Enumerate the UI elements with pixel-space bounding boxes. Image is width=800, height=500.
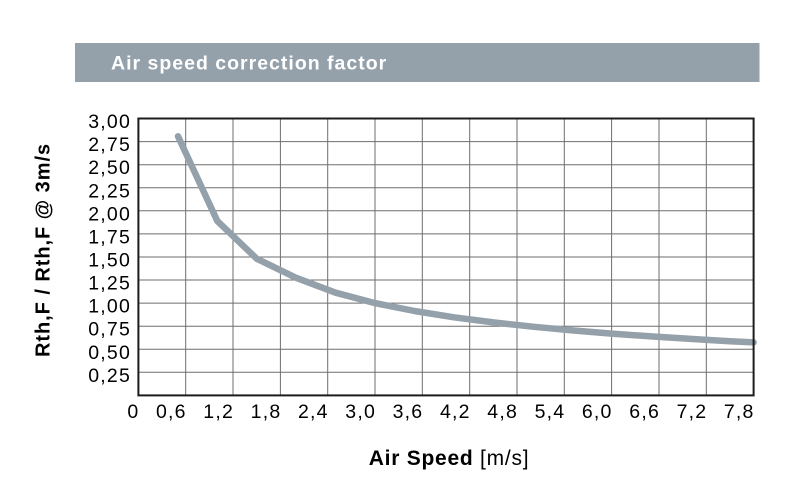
svg-text:1,8: 1,8 [251, 401, 282, 423]
svg-text:Air Speed [m/s]: Air Speed [m/s] [369, 447, 530, 470]
svg-text:2,75: 2,75 [88, 134, 131, 156]
svg-text:3,6: 3,6 [393, 401, 424, 423]
svg-text:3,0: 3,0 [345, 401, 376, 423]
svg-text:2,00: 2,00 [88, 203, 131, 225]
svg-text:1,2: 1,2 [203, 401, 234, 423]
svg-text:0,50: 0,50 [88, 342, 131, 364]
svg-text:1,50: 1,50 [88, 250, 131, 272]
svg-text:2,50: 2,50 [88, 157, 131, 179]
svg-text:0,75: 0,75 [88, 319, 131, 341]
svg-text:Air speed correction factor: Air speed correction factor [111, 52, 387, 74]
svg-text:1,75: 1,75 [88, 227, 131, 249]
svg-text:7,8: 7,8 [724, 401, 755, 423]
svg-text:Rth,F / Rth,F @ 3m/s: Rth,F / Rth,F @ 3m/s [33, 143, 55, 357]
svg-text:3,00: 3,00 [88, 111, 131, 133]
svg-text:1,00: 1,00 [88, 296, 131, 318]
svg-text:6,0: 6,0 [582, 401, 613, 423]
svg-text:0,25: 0,25 [88, 365, 131, 387]
svg-text:0: 0 [127, 401, 139, 423]
svg-text:0,6: 0,6 [156, 401, 187, 423]
svg-text:5,4: 5,4 [535, 401, 566, 423]
svg-text:4,2: 4,2 [440, 401, 471, 423]
svg-text:6,6: 6,6 [629, 401, 660, 423]
svg-text:4,8: 4,8 [487, 401, 518, 423]
svg-text:1,25: 1,25 [88, 273, 131, 295]
svg-text:2,4: 2,4 [298, 401, 329, 423]
svg-text:7,2: 7,2 [677, 401, 708, 423]
svg-text:2,25: 2,25 [88, 180, 131, 202]
